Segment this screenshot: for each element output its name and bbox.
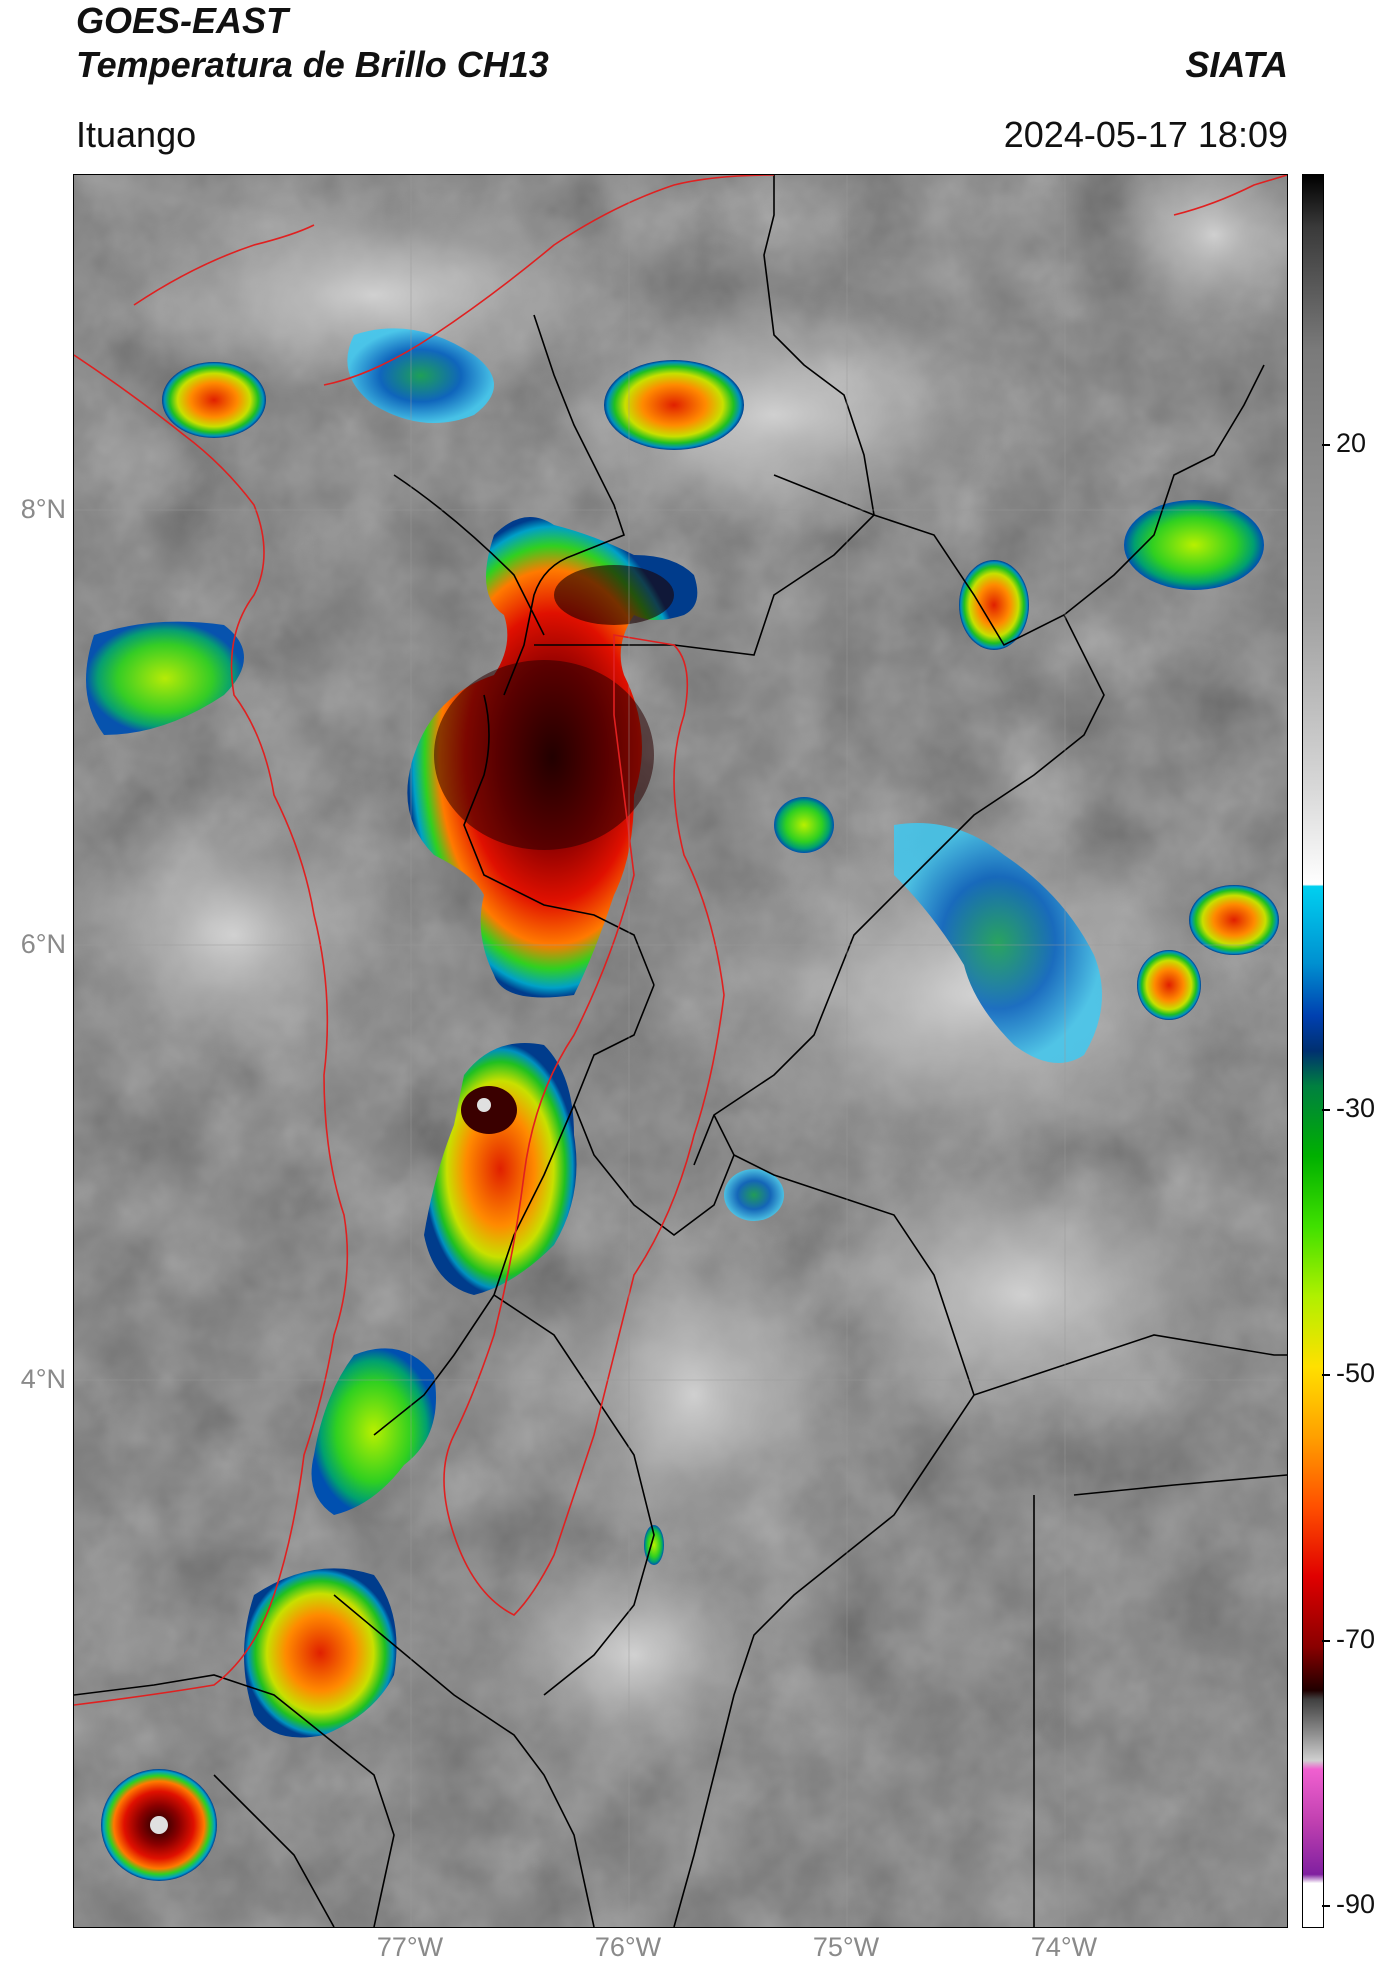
colorbar-label-minus30: -30	[1336, 1093, 1376, 1123]
temperature-colorbar	[1302, 174, 1324, 1928]
colorbar-tick	[1322, 444, 1330, 446]
colorbar-label-minus70: -70	[1336, 1624, 1376, 1654]
datetime-label: 2024-05-17 18:09	[1003, 114, 1288, 155]
colorbar-label-minus50: -50	[1336, 1358, 1376, 1388]
org-label: SIATA	[1185, 44, 1288, 85]
satellite-map	[73, 174, 1288, 1928]
location-label: Ituango	[76, 114, 197, 155]
lon-label-74w: 74°W	[1030, 1932, 1098, 1962]
lat-label-6n: 6°N	[20, 929, 66, 959]
lon-label-76w: 76°W	[594, 1932, 662, 1962]
lon-label-77w: 77°W	[376, 1932, 444, 1962]
colorbar-label-minus90: -90	[1336, 1889, 1376, 1919]
study-region-outline	[443, 634, 725, 1616]
colorbar-tick	[1322, 1640, 1330, 1642]
lat-label-4n: 4°N	[20, 1364, 66, 1394]
map-canvas	[74, 175, 1287, 1927]
colorbar-tick	[1322, 1905, 1330, 1907]
graticule	[74, 175, 1287, 1927]
lon-label-75w: 75°W	[812, 1932, 880, 1962]
light-cloud-areas	[74, 175, 1287, 1775]
product-title: Temperatura de Brillo CH13	[76, 44, 549, 85]
satellite-title: GOES-EAST	[76, 0, 289, 41]
colorbar-tick	[1322, 1374, 1330, 1376]
convective-cells	[86, 328, 1279, 1881]
department-boundaries	[74, 175, 1287, 1927]
lat-label-8n: 8°N	[20, 494, 66, 524]
colorbar-label-20: 20	[1336, 428, 1367, 458]
colorbar-tick	[1322, 1109, 1330, 1111]
coastline	[74, 175, 1287, 1706]
